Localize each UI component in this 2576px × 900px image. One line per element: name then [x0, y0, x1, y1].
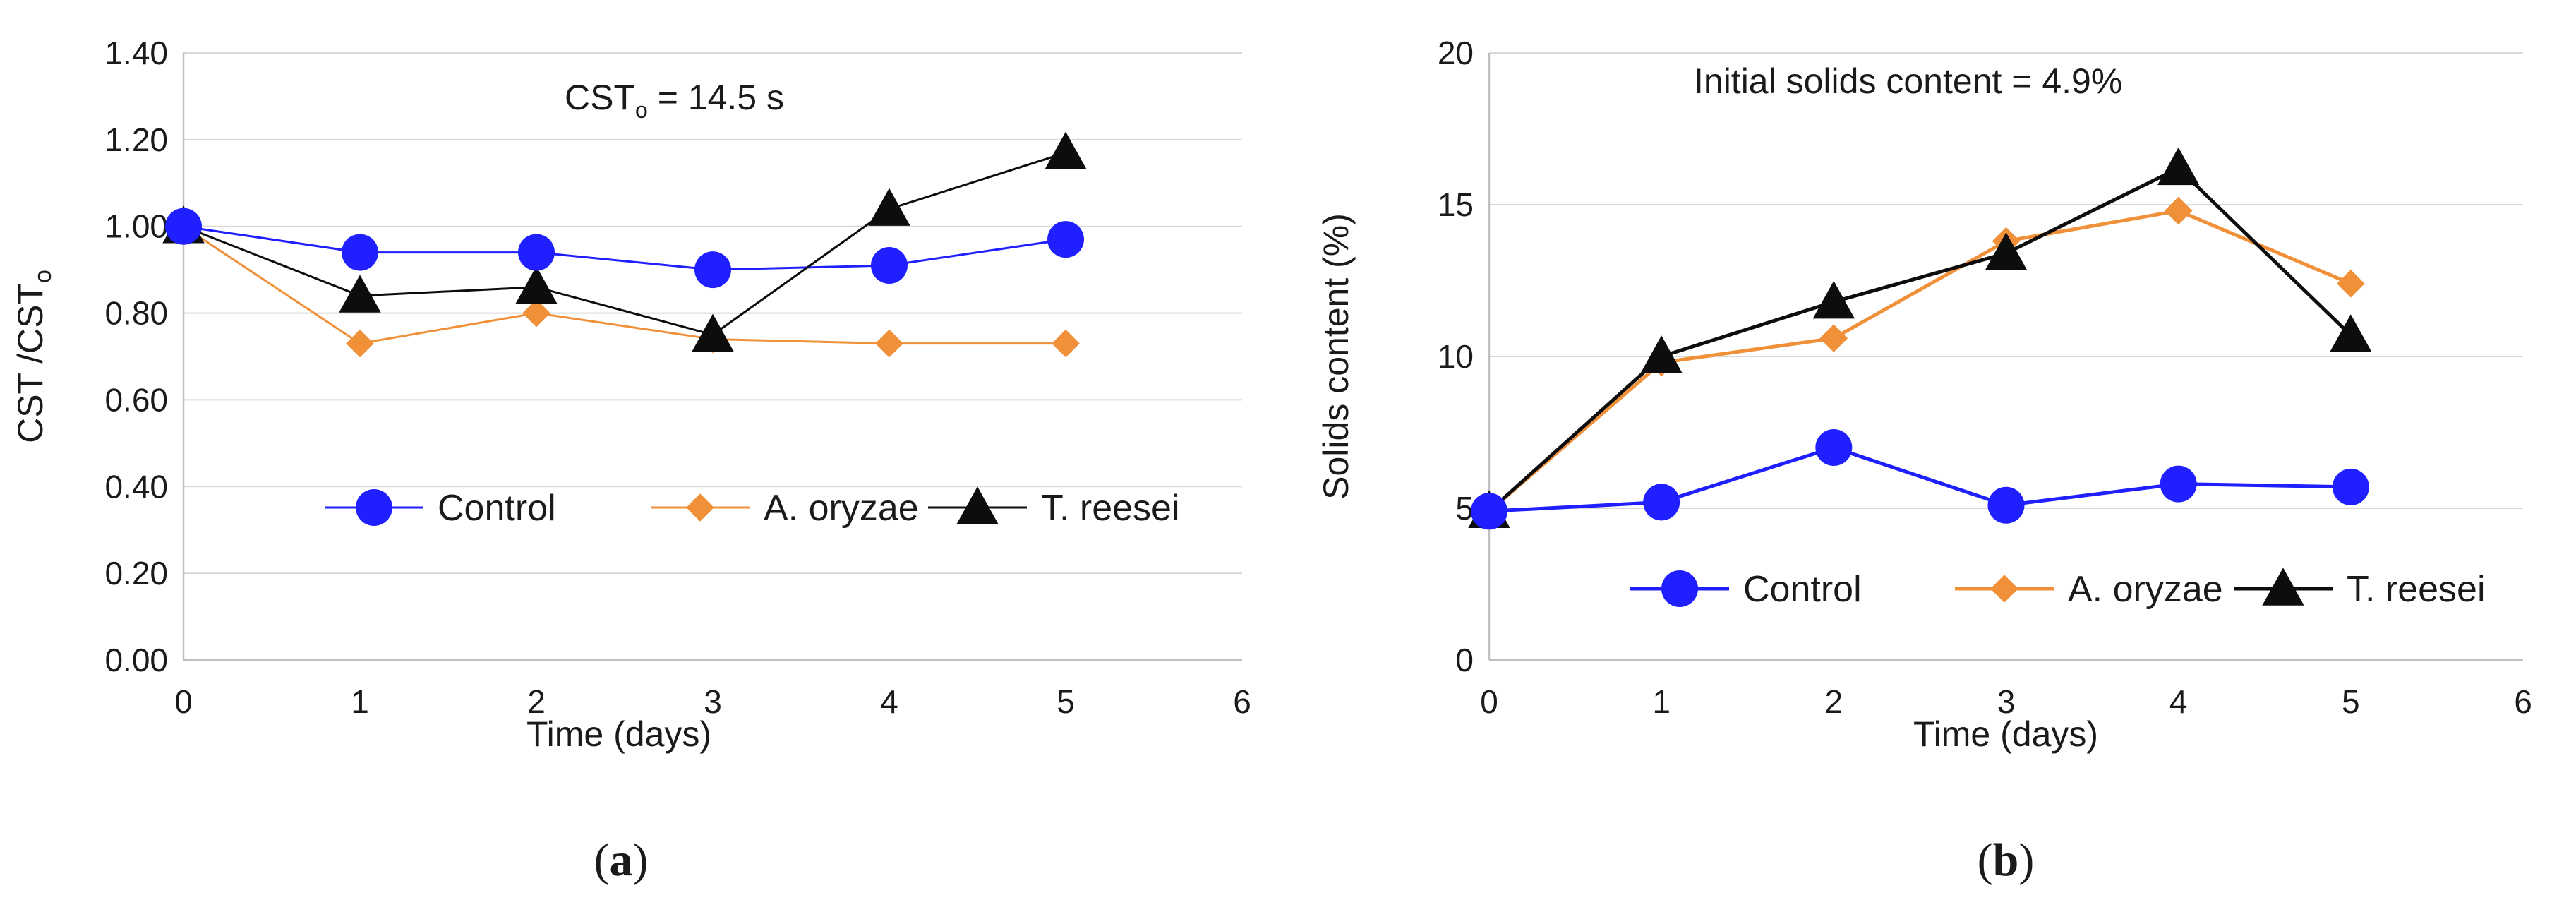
chart-a-ytick-label: 1.00 [104, 208, 168, 245]
chart-a-point [515, 266, 558, 304]
chart-b-ticks: 0 5 10 15 20 0 1 2 3 4 5 6 [1438, 35, 2532, 720]
chart-b-ytick-label: 20 [1438, 35, 1474, 71]
chart-b-panel-label: (b) [1978, 834, 2035, 886]
chart-a-ytick-label: 0.40 [104, 468, 168, 505]
chart-a-grid [183, 52, 1242, 575]
chart-a-ytick-label: 0.20 [104, 555, 168, 592]
chart-b-point [1985, 232, 2028, 270]
chart-a-point [875, 329, 903, 358]
chart-a-point [346, 329, 374, 358]
chart-a-point [342, 234, 378, 271]
chart-a-legend-marker [686, 493, 714, 522]
chart-a-point [165, 208, 202, 245]
chart-a-point [522, 299, 550, 328]
chart-b-point [2337, 270, 2365, 298]
chart-b-point [2330, 314, 2372, 352]
chart-b-xtick-label: 5 [2342, 683, 2360, 720]
chart-a-xtick-label: 6 [1233, 683, 1251, 720]
chart-a-point [694, 251, 731, 289]
chart-b-legend-marker [1990, 575, 2018, 603]
chart-a-point [1052, 329, 1080, 358]
chart-b-xtick-label: 6 [2514, 683, 2532, 720]
chart-a-point [1045, 131, 1087, 170]
chart-b-point [1640, 335, 1683, 373]
chart-b-xtick-label: 1 [1652, 683, 1671, 720]
chart-a-legend-label: T. reesei [1041, 488, 1180, 529]
chart-b-legend: Control A. oryzae T. reesei [1630, 568, 2486, 610]
chart-a-xtick-label: 3 [704, 683, 722, 720]
chart-b-legend-marker [1661, 570, 1698, 607]
chart-b-ytick-label: 10 [1438, 338, 1474, 375]
chart-b-point [1987, 486, 2025, 524]
chart-b-grid [1489, 52, 2523, 509]
chart-b-point [2164, 196, 2193, 225]
chart-a-xlabel: Time (days) [526, 714, 711, 754]
chart-b-legend-label: T. reesei [2347, 569, 2486, 610]
chart-b-ytick-label: 5 [1455, 490, 1474, 527]
chart-b-point [2160, 465, 2197, 503]
chart-a-ytick-label: 0.80 [104, 295, 168, 332]
chart-a-legend-marker [356, 489, 392, 526]
chart-b-point [1471, 493, 1507, 530]
chart-a-point [871, 247, 908, 284]
chart-a-panel-label: (a) [594, 834, 649, 886]
chart-a-xtick-label: 1 [351, 683, 369, 720]
chart-a-point [339, 275, 381, 313]
chart-a-point [868, 188, 910, 226]
chart-a: 0.000.200.400.600.801.001.201.400 1 2 3 4 5 6 … [11, 35, 1251, 886]
chart-b-xtick-label: 4 [2169, 683, 2188, 720]
chart-b: 0 5 10 15 20 0 1 2 3 4 5 6 Initial solids content =… [1316, 35, 2532, 886]
chart-a-xtick-label: 5 [1057, 683, 1075, 720]
chart-a-legend-marker [956, 486, 999, 524]
chart-b-series-line-2 [1488, 166, 2352, 513]
chart-a-xtick-label: 0 [174, 683, 193, 720]
chart-b-legend-label: Control [1743, 569, 1862, 610]
chart-b-series-line-1 [1488, 209, 2352, 513]
chart-a-ytick-label: 1.20 [104, 121, 168, 158]
chart-b-point [1815, 429, 1853, 466]
chart-b-point [2157, 147, 2200, 186]
chart-a-legend-label: A. oryzae [764, 488, 919, 529]
chart-a-series [162, 131, 1087, 358]
chart-a-point [1047, 221, 1084, 258]
chart-b-point [2332, 468, 2369, 505]
chart-a-axes [182, 53, 1242, 661]
chart-b-xtick-label: 0 [1480, 683, 1498, 720]
chart-a-xtick-label: 4 [880, 683, 898, 720]
chart-a-ticks: 0.00 0.20 0.40 0.60 0.80 1.00 1.20 1.40 0 1 2 3 4 5 6 [104, 35, 1251, 720]
chart-a-series-line-2 [183, 151, 1066, 336]
chart-b-axes [1488, 53, 2523, 661]
chart-a-ytick-label: 1.40 [104, 35, 168, 71]
chart-a-legend: Control A. oryzae T. reesei [325, 486, 1180, 529]
chart-a-annotation: CSTo = 14.5 s [565, 78, 784, 123]
chart-a-series-line-1 [183, 225, 1066, 345]
chart-b-xtick-label: 3 [1997, 683, 2016, 720]
chart-b-point [1812, 280, 1855, 319]
chart-b-point [1819, 324, 1848, 352]
chart-b-xtick-label: 2 [1825, 683, 1843, 720]
chart-b-series-line-0 [1488, 445, 2351, 513]
chart-a-point [518, 234, 555, 271]
chart-a-xtick-label: 2 [527, 683, 546, 720]
chart-a-legend-label: Control [438, 488, 556, 529]
chart-b-legend-marker [2262, 568, 2304, 606]
chart-b-ytick-label: 15 [1438, 186, 1474, 223]
chart-a-series-line-0 [183, 225, 1066, 271]
chart-b-ylabel: Solids content (%) [1316, 213, 1356, 500]
chart-b-ytick-label: 0 [1455, 642, 1474, 678]
chart-b-legend-label: A. oryzae [2068, 569, 2223, 610]
chart-b-point [1643, 484, 1680, 521]
chart-b-annotation: Initial solids content = 4.9% [1694, 61, 2122, 101]
chart-a-ytick-label: 0.00 [104, 642, 168, 678]
chart-a-ylabel: CST /CSTo [11, 270, 56, 443]
chart-a-point [692, 313, 734, 352]
chart-b-xlabel: Time (days) [1913, 714, 2098, 754]
chart-b-series [1468, 147, 2372, 530]
chart-a-ytick-label: 0.60 [104, 381, 168, 418]
